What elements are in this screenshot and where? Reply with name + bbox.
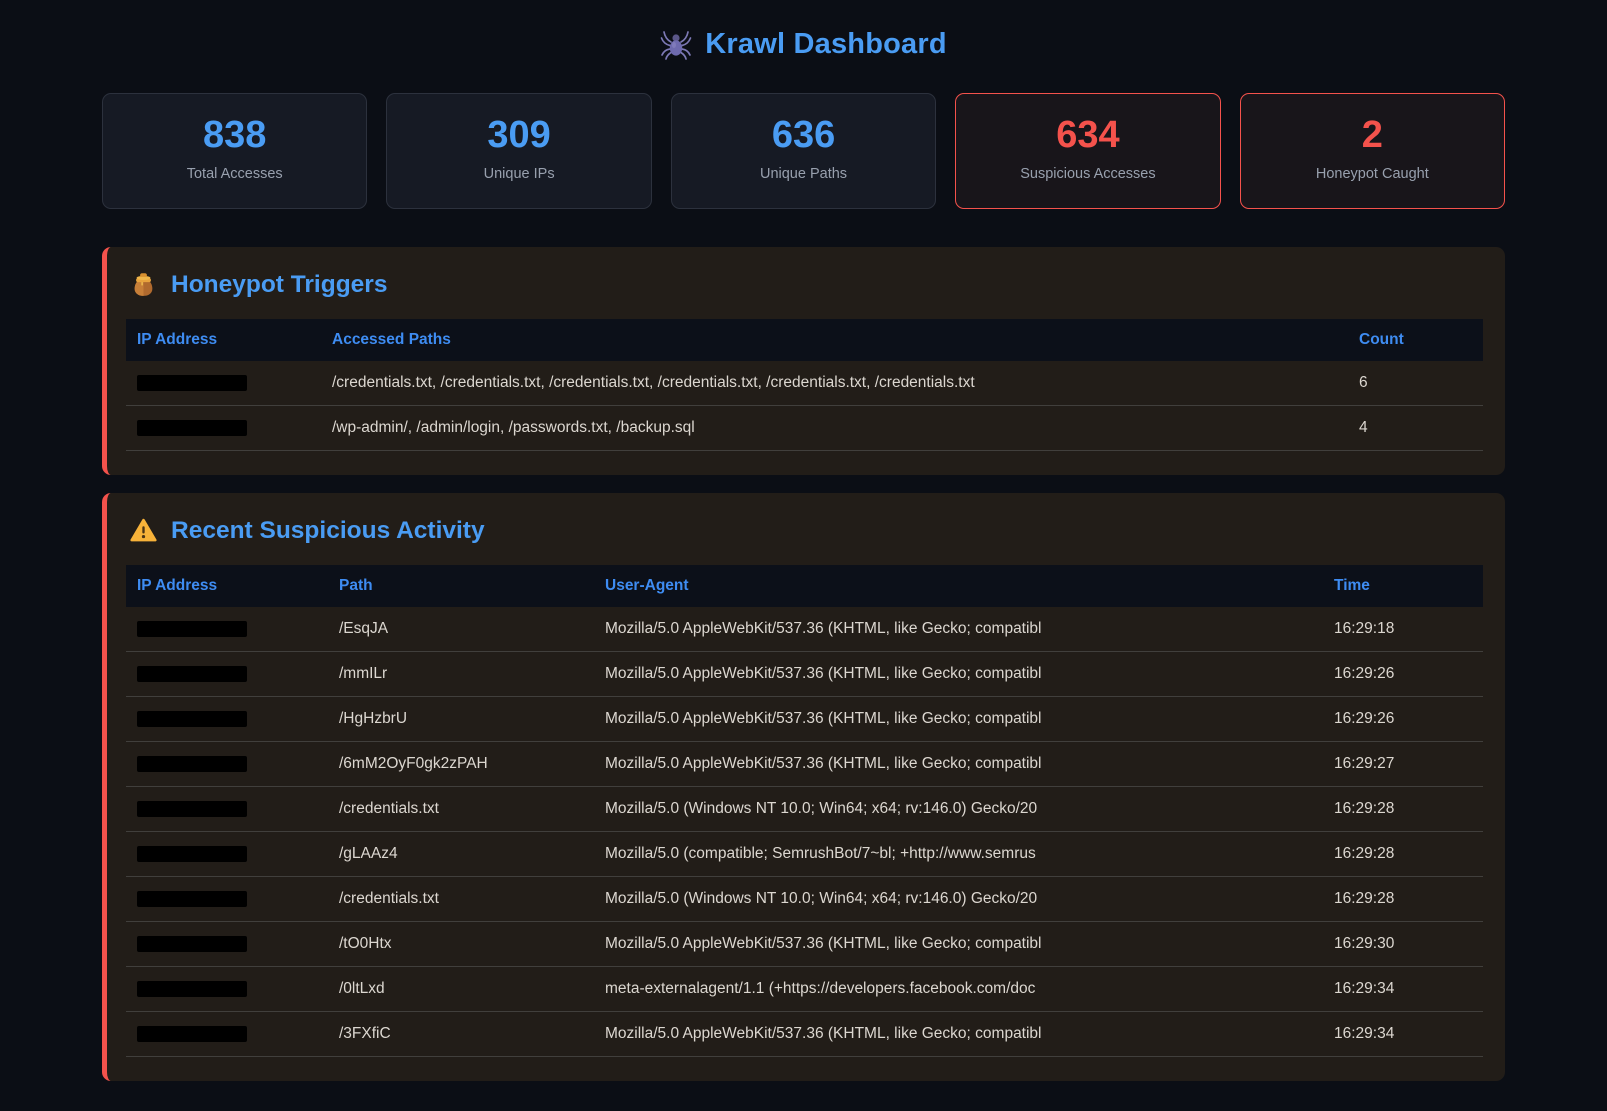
time-cell: 16:29:30 [1323,921,1483,967]
redacted-ip [137,620,247,637]
stat-card-unique-ips: 309 Unique IPs [386,93,652,209]
user-agent-cell: Mozilla/5.0 AppleWebKit/537.36 (KHTML, l… [594,921,1323,967]
warning-icon [130,519,157,542]
path-cell: /credentials.txt [328,786,594,832]
table-row: /wp-admin/, /admin/login, /passwords.txt… [126,405,1483,451]
activity-table: IP Address Path User-Agent Time /EsqJA M… [126,564,1483,1057]
honeypot-icon [134,273,153,297]
suspicious-activity-panel: Recent Suspicious Activity IP Address Pa… [102,492,1505,1081]
path-cell: /tO0Htx [328,921,594,967]
time-cell: 16:29:18 [1323,606,1483,652]
stat-card-honeypot-caught: 2 Honeypot Caught [1239,93,1506,209]
stat-value: 838 [203,114,267,156]
column-header-path: Path [328,564,594,607]
panel-title-text: Honeypot Triggers [171,270,388,298]
table-row: /3FXfiC Mozilla/5.0 AppleWebKit/537.36 (… [126,1011,1483,1057]
stat-label: Total Accesses [186,165,283,182]
path-cell: /3FXfiC [328,1011,594,1057]
panel-title-text: Recent Suspicious Activity [171,516,485,544]
path-cell: /HgHzbrU [328,696,594,742]
redacted-ip [137,374,247,391]
redacted-ip [137,710,247,727]
time-cell: 16:29:27 [1323,741,1483,787]
stat-value: 634 [1056,114,1120,156]
user-agent-cell: Mozilla/5.0 (Windows NT 10.0; Win64; x64… [594,786,1323,832]
user-agent-cell: Mozilla/5.0 (compatible; SemrushBot/7~bl… [594,831,1323,877]
time-cell: 16:29:28 [1323,831,1483,877]
table-row: /mmILr Mozilla/5.0 AppleWebKit/537.36 (K… [126,651,1483,697]
table-row: /0ltLxd meta-externalagent/1.1 (+https:/… [126,966,1483,1012]
column-header-paths: Accessed Paths [321,318,1348,361]
time-cell: 16:29:34 [1323,966,1483,1012]
column-header-ip: IP Address [126,318,321,361]
table-row: /gLAAz4 Mozilla/5.0 (compatible; Semrush… [126,831,1483,877]
user-agent-cell: Mozilla/5.0 (Windows NT 10.0; Win64; x64… [594,876,1323,922]
column-header-user-agent: User-Agent [594,564,1323,607]
table-row: /credentials.txt Mozilla/5.0 (Windows NT… [126,786,1483,832]
user-agent-cell: Mozilla/5.0 AppleWebKit/537.36 (KHTML, l… [594,651,1323,697]
stat-label: Unique IPs [483,165,555,182]
honeypot-triggers-panel: Honeypot Triggers IP Address Accessed Pa… [102,246,1505,475]
table-row: /6mM2OyF0gk2zPAH Mozilla/5.0 AppleWebKit… [126,741,1483,787]
spider-icon [660,31,692,60]
redacted-ip [137,419,247,436]
accessed-paths-cell: /credentials.txt, /credentials.txt, /cre… [321,360,1348,406]
time-cell: 16:29:28 [1323,876,1483,922]
dashboard: Krawl Dashboard 838 Total Accesses 309 U… [102,0,1506,1081]
path-cell: /gLAAz4 [328,831,594,877]
user-agent-cell: Mozilla/5.0 AppleWebKit/537.36 (KHTML, l… [594,696,1323,742]
redacted-ip [137,755,247,772]
path-cell: /0ltLxd [328,966,594,1012]
user-agent-cell: Mozilla/5.0 AppleWebKit/537.36 (KHTML, l… [594,741,1323,787]
table-row: /tO0Htx Mozilla/5.0 AppleWebKit/537.36 (… [126,921,1483,967]
stat-label: Unique Paths [759,165,848,182]
count-cell: 4 [1348,405,1483,451]
redacted-ip [137,845,247,862]
column-header-ip: IP Address [126,564,328,607]
column-header-time: Time [1323,564,1483,607]
user-agent-cell: Mozilla/5.0 AppleWebKit/537.36 (KHTML, l… [594,1011,1323,1057]
table-row: /credentials.txt, /credentials.txt, /cre… [126,360,1483,406]
path-cell: /mmILr [328,651,594,697]
accessed-paths-cell: /wp-admin/, /admin/login, /passwords.txt… [321,405,1348,451]
path-cell: /EsqJA [328,606,594,652]
redacted-ip [137,665,247,682]
time-cell: 16:29:28 [1323,786,1483,832]
stat-label: Honeypot Caught [1315,165,1429,182]
honeypot-table: IP Address Accessed Paths Count /credent… [126,318,1483,451]
redacted-ip [137,980,247,997]
stat-value: 2 [1361,114,1383,156]
stat-value: 309 [487,114,551,156]
table-header-row: IP Address Path User-Agent Time [126,564,1483,607]
stat-card-suspicious-accesses: 634 Suspicious Accesses [955,93,1221,209]
page-title: Krawl Dashboard [705,27,947,60]
redacted-ip [137,1025,247,1042]
stats-row: 838 Total Accesses 309 Unique IPs 636 Un… [102,93,1506,209]
user-agent-cell: meta-externalagent/1.1 (+https://develop… [594,966,1323,1012]
stat-card-total-accesses: 838 Total Accesses [102,93,368,209]
app-header: Krawl Dashboard [102,0,1505,72]
redacted-ip [137,890,247,907]
time-cell: 16:29:26 [1323,696,1483,742]
path-cell: /6mM2OyF0gk2zPAH [328,741,594,787]
table-header-row: IP Address Accessed Paths Count [126,318,1483,361]
honeypot-panel-title: Honeypot Triggers [130,271,1483,299]
path-cell: /credentials.txt [328,876,594,922]
table-row: /credentials.txt Mozilla/5.0 (Windows NT… [126,876,1483,922]
count-cell: 6 [1348,360,1483,406]
time-cell: 16:29:26 [1323,651,1483,697]
time-cell: 16:29:34 [1323,1011,1483,1057]
column-header-count: Count [1348,318,1483,361]
stat-card-unique-paths: 636 Unique Paths [670,93,937,209]
redacted-ip [137,935,247,952]
user-agent-cell: Mozilla/5.0 AppleWebKit/537.36 (KHTML, l… [594,606,1323,652]
table-row: /EsqJA Mozilla/5.0 AppleWebKit/537.36 (K… [126,606,1483,652]
table-row: /HgHzbrU Mozilla/5.0 AppleWebKit/537.36 … [126,696,1483,742]
redacted-ip [137,800,247,817]
stat-value: 636 [771,114,836,156]
stat-label: Suspicious Accesses [1020,165,1156,182]
activity-panel-title: Recent Suspicious Activity [130,517,1483,545]
